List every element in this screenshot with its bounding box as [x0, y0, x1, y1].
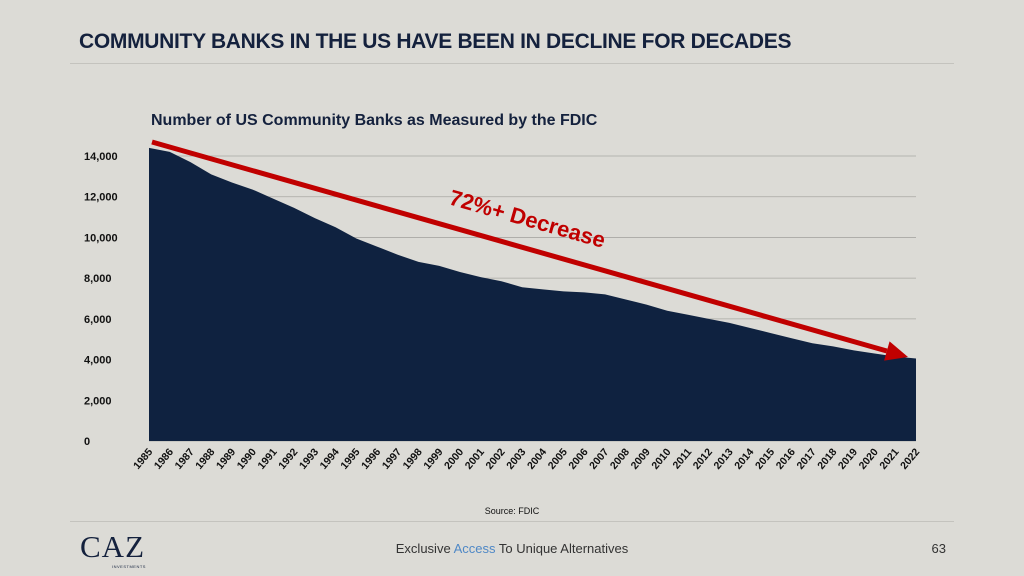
caz-logo: CAZ: [80, 529, 145, 564]
x-tick-label: 1999: [421, 446, 445, 472]
source-note: Source: FDIC: [484, 506, 540, 516]
x-tick-label: 2001: [463, 446, 487, 472]
x-tick-label: 1987: [173, 446, 197, 472]
x-tick-label: 1985: [131, 446, 155, 472]
x-tick-label: 2017: [794, 446, 818, 472]
chart-title: Number of US Community Banks as Measured…: [151, 112, 598, 129]
x-tick-label: 2022: [898, 446, 922, 472]
x-tick-label: 2002: [483, 446, 507, 472]
tagline-end: To Unique Alternatives: [495, 541, 629, 556]
x-tick-label: 1998: [401, 446, 425, 472]
caz-logo-subtext: INVESTMENTS: [112, 564, 146, 569]
x-tick-label: 1990: [235, 446, 259, 472]
x-axis: 1985198619871988198919901991199219931994…: [131, 446, 922, 472]
x-tick-label: 2009: [629, 446, 653, 472]
x-tick-label: 2018: [815, 446, 839, 472]
x-tick-label: 2008: [608, 446, 632, 472]
y-tick-label: 0: [84, 436, 90, 448]
x-tick-label: 1989: [214, 446, 238, 472]
x-tick-label: 1994: [318, 446, 342, 472]
y-tick-label: 8,000: [84, 273, 112, 285]
x-tick-label: 2003: [504, 446, 528, 472]
page-number: 63: [931, 541, 946, 556]
area-series: [149, 147, 916, 442]
footer-divider: [70, 521, 954, 522]
x-tick-label: 1993: [297, 446, 321, 472]
x-tick-label: 2006: [566, 446, 590, 472]
footer-tagline: Exclusive Access To Unique Alternatives: [0, 541, 1024, 556]
x-tick-label: 1991: [255, 446, 279, 472]
x-tick-label: 2005: [546, 446, 570, 472]
arrow-head: [884, 341, 908, 361]
x-tick-label: 1997: [380, 446, 404, 472]
slide-title: COMMUNITY BANKS IN THE US HAVE BEEN IN D…: [79, 30, 792, 53]
y-tick-label: 6,000: [84, 314, 112, 326]
x-tick-label: 2014: [732, 446, 756, 472]
x-tick-label: 2007: [587, 446, 611, 472]
tagline-accent: Access: [453, 541, 496, 556]
x-tick-label: 2013: [712, 446, 736, 472]
y-axis: 0 2,000 4,000 6,000 8,000 10,000 12,000 14,000: [84, 151, 118, 448]
x-tick-label: 2011: [670, 446, 694, 471]
x-tick-label: 2010: [649, 446, 673, 472]
x-tick-label: 1992: [276, 446, 300, 472]
y-tick-label: 2,000: [84, 395, 112, 407]
x-tick-label: 1996: [359, 446, 383, 472]
y-tick-label: 12,000: [84, 192, 118, 204]
x-tick-label: 2021: [877, 446, 901, 472]
x-tick-label: 1995: [338, 446, 362, 472]
title-divider: [70, 63, 954, 64]
x-tick-label: 1988: [193, 446, 217, 472]
x-tick-label: 2015: [753, 446, 777, 472]
x-tick-label: 2019: [836, 446, 860, 472]
x-tick-label: 2016: [774, 446, 798, 472]
y-tick-label: 14,000: [84, 151, 118, 163]
y-tick-label: 10,000: [84, 232, 118, 244]
area-fill: [149, 147, 916, 442]
x-tick-label: 2012: [691, 446, 715, 472]
tagline-start: Exclusive: [395, 541, 454, 556]
x-tick-label: 2020: [857, 446, 881, 472]
annotation-label: 72%+ Decrease: [447, 185, 609, 253]
x-tick-label: 2004: [525, 446, 549, 472]
arrow-shaft: [151, 139, 888, 354]
x-tick-label: 1986: [152, 446, 176, 472]
y-tick-label: 4,000: [84, 355, 112, 367]
x-tick-label: 2000: [442, 446, 466, 472]
